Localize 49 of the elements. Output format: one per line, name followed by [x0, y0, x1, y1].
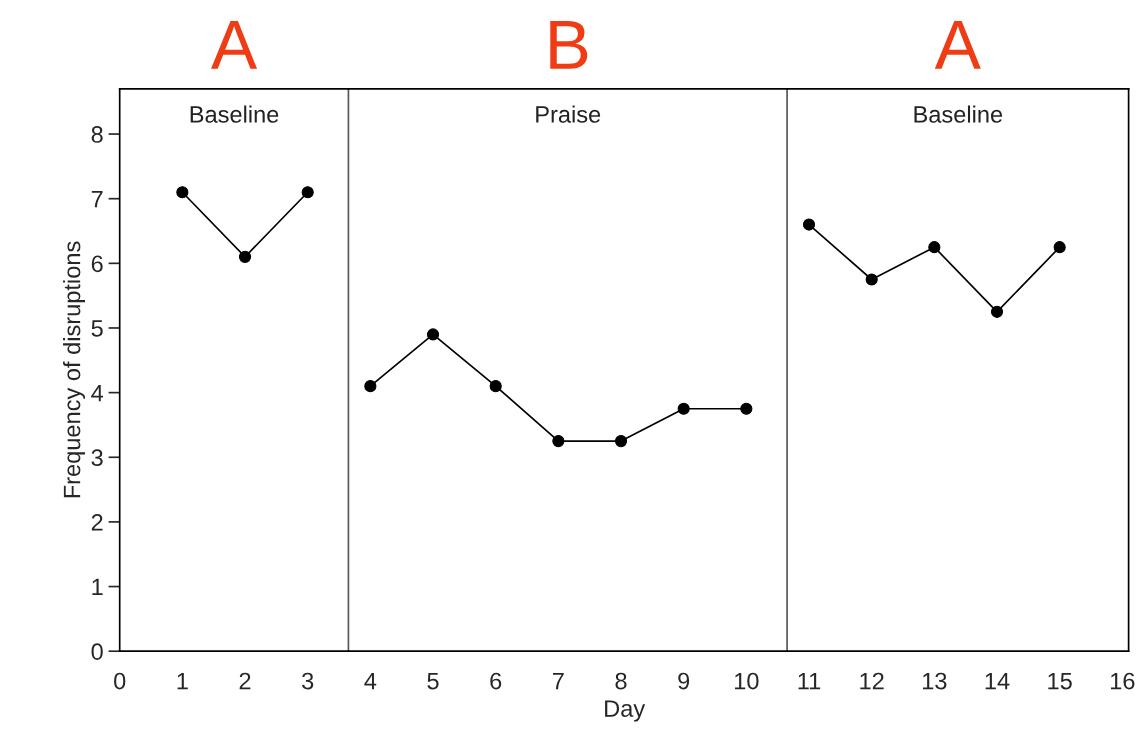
x-tick-label: 1 — [177, 672, 188, 690]
point — [677, 402, 690, 415]
x-tick-label: 12 — [860, 672, 884, 690]
y-tick-label: 7 — [91, 191, 103, 208]
y-tick-label: 3 — [91, 449, 103, 467]
y-tick-label: 1 — [92, 578, 103, 596]
point — [552, 435, 565, 448]
x-tick-label: 6 — [490, 672, 502, 690]
x-tick-label: 0 — [114, 672, 126, 690]
point — [865, 273, 878, 286]
text: A — [211, 21, 258, 69]
y-tick-label: 4 — [91, 384, 104, 402]
y-tick-label: 2 — [91, 513, 103, 531]
point — [238, 250, 252, 263]
y-tick-label: 8 — [91, 126, 103, 143]
annotation: Baseline — [914, 105, 1003, 123]
x-tick-label: 13 — [923, 672, 947, 690]
point — [489, 380, 502, 393]
x-tick-label: 11 — [798, 672, 821, 690]
point — [1053, 241, 1066, 254]
x-tick-label: 7 — [553, 672, 564, 690]
x-tick-label: 15 — [1048, 672, 1072, 690]
point — [426, 328, 440, 341]
point — [802, 218, 816, 231]
x-tick-label: 8 — [615, 672, 627, 690]
text: A — [934, 21, 981, 69]
annotation: Praise — [536, 105, 601, 123]
x-tick-label: 3 — [302, 672, 314, 690]
x-tick-label: 9 — [678, 672, 690, 690]
y-tick-label: 0 — [91, 643, 103, 660]
point — [301, 186, 314, 199]
point — [364, 380, 377, 393]
point — [740, 402, 753, 415]
x-tick-label: 4 — [364, 672, 377, 690]
x-tick-label: 16 — [1111, 672, 1135, 690]
point — [176, 186, 189, 199]
point — [614, 435, 628, 448]
x-axis-title: Day — [605, 700, 646, 722]
y-tick-label: 5 — [91, 320, 103, 337]
point — [928, 241, 941, 254]
annotation: Baseline — [190, 105, 279, 123]
x-tick-label: 2 — [239, 672, 251, 690]
text: B — [550, 21, 588, 69]
y-tick-label: 6 — [91, 255, 103, 273]
x-tick-label: 5 — [427, 672, 439, 690]
point — [990, 305, 1004, 318]
x-tick-label: 10 — [735, 672, 759, 690]
y-axis-title: Frequency of disruptions — [63, 241, 86, 498]
x-tick-label: 14 — [985, 672, 1010, 690]
